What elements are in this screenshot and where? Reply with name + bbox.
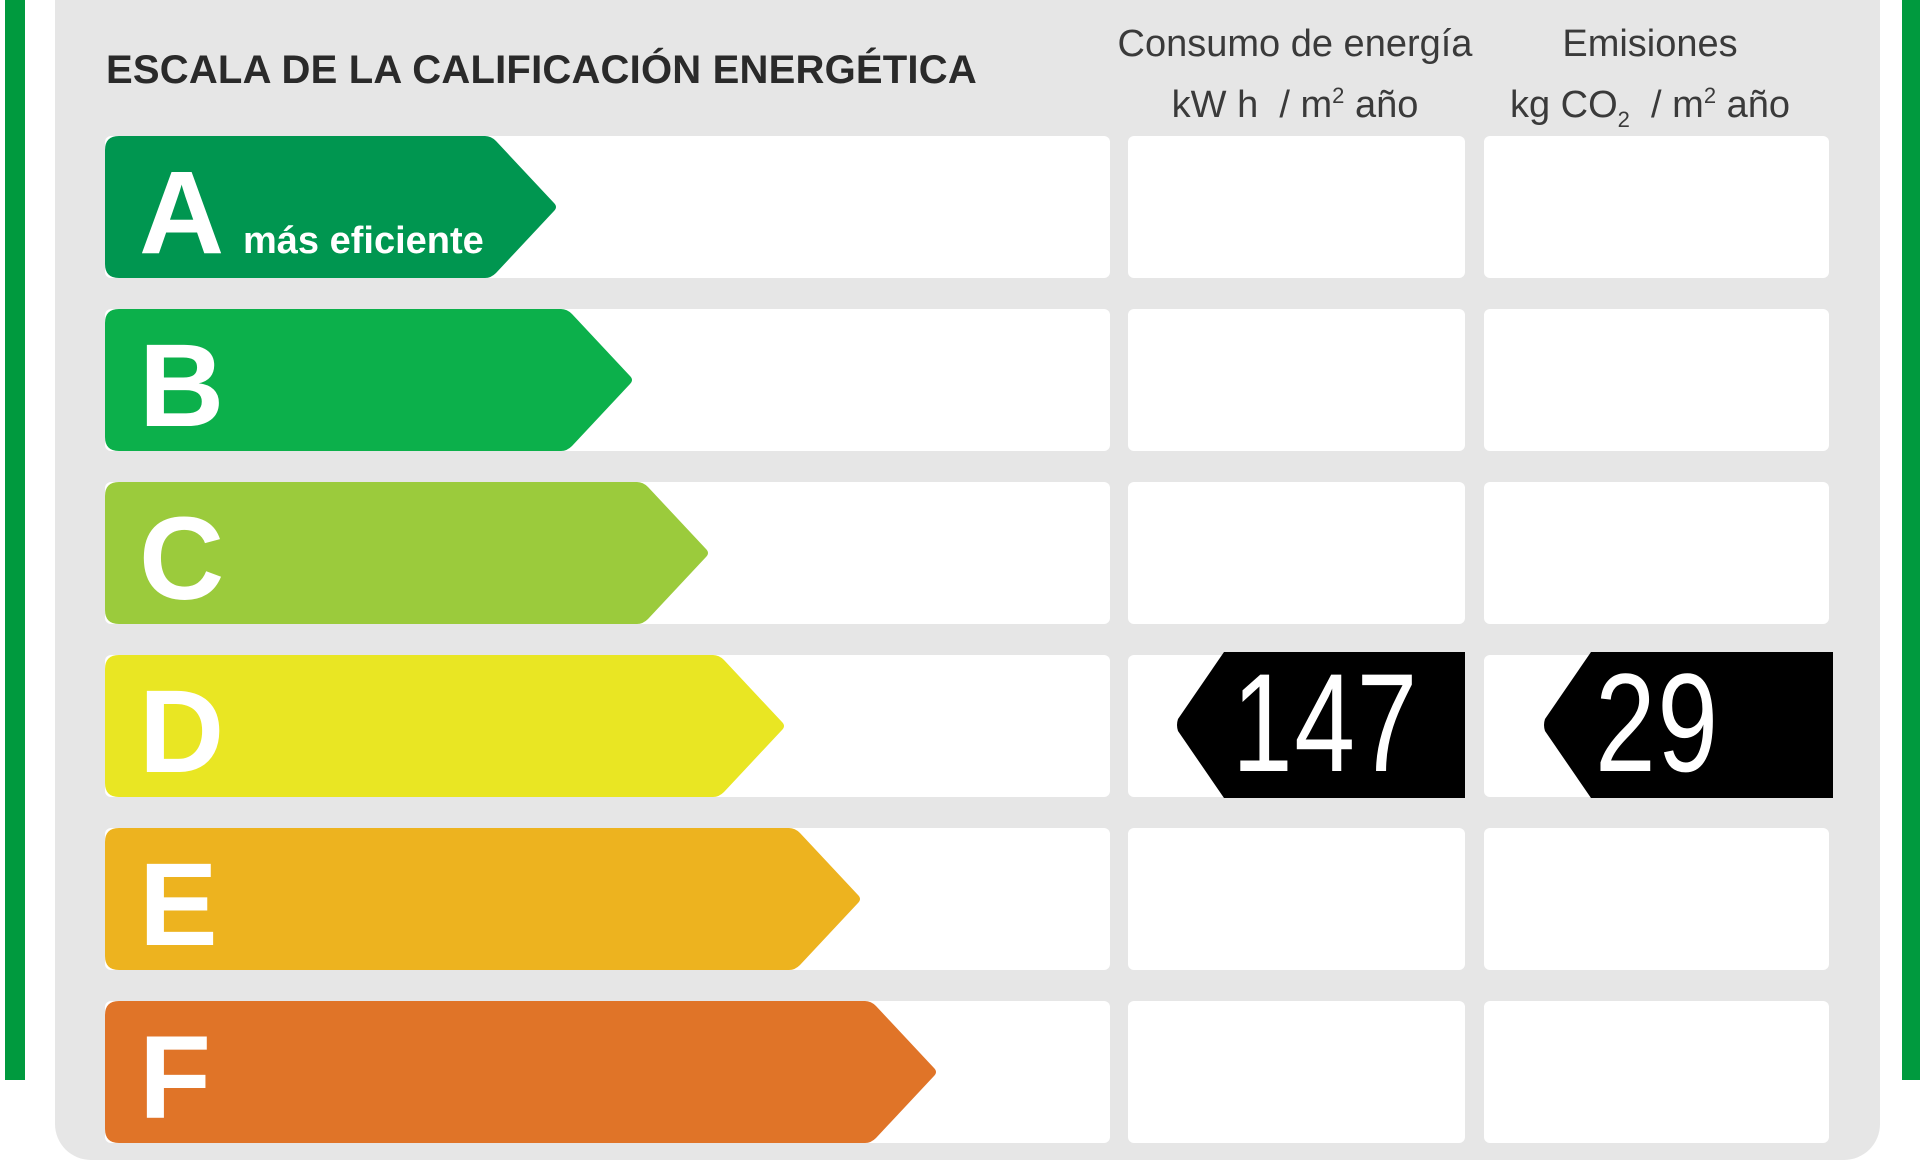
- emissions-value-tag-number: 29: [1595, 644, 1720, 801]
- row-a-energy-cell: [1128, 136, 1465, 278]
- rating-arrow-fill: [105, 1001, 936, 1143]
- right-border: [1902, 0, 1920, 1080]
- label-title: ESCALA DE LA CALIFICACIÓN ENERGÉTICA: [106, 48, 977, 92]
- row-b-emissions-cell: [1484, 309, 1829, 451]
- rating-arrow-b: B: [105, 309, 634, 451]
- emissions-value-tag: 29: [1543, 652, 1833, 798]
- rating-arrow-c: C: [105, 482, 710, 624]
- rating-arrow-fill: [105, 309, 632, 451]
- rating-letter: C: [139, 493, 225, 625]
- row-c-energy-cell: [1128, 482, 1465, 624]
- row-b-energy-cell: [1128, 309, 1465, 451]
- rating-arrow-shape: [105, 136, 556, 278]
- row-a-emissions-cell: [1484, 136, 1829, 278]
- rating-sublabel: más eficiente: [243, 220, 484, 262]
- rating-letter: A: [139, 147, 225, 279]
- energy-value-tag-number: 147: [1232, 644, 1419, 801]
- row-c-emissions-cell: [1484, 482, 1829, 624]
- rating-arrow-shape: [105, 1001, 936, 1143]
- emissions-header-unit: kg CO2 / m2 año: [1509, 83, 1791, 132]
- rating-arrow-fill: [105, 655, 784, 797]
- rating-arrow-e: E: [105, 828, 862, 970]
- row-f-energy-cell: [1128, 1001, 1465, 1143]
- rating-arrow-f: F: [105, 1001, 938, 1143]
- energy-header-line1: Consumo de energía: [1117, 23, 1473, 65]
- emissions-column-header: Emisiones kg CO2 / m2 año: [1480, 18, 1820, 146]
- rating-letter: E: [139, 839, 218, 971]
- row-e-energy-cell: [1128, 828, 1465, 970]
- rating-arrow-shape: [105, 482, 708, 624]
- energy-header-unit: kW h / m2 año: [1171, 83, 1419, 126]
- energy-value-tag-shape: [1177, 652, 1465, 798]
- emissions-value-tag-fill: [1544, 652, 1833, 798]
- rating-letter: D: [139, 666, 225, 798]
- energy-value-tag-fill: [1177, 652, 1465, 798]
- rating-arrow-d: D: [105, 655, 786, 797]
- row-e-emissions-cell: [1484, 828, 1829, 970]
- emissions-value-tag-shape: [1544, 652, 1833, 798]
- emissions-header-line1: Emisiones: [1562, 23, 1738, 65]
- rating-arrow-shape: [105, 655, 784, 797]
- rating-arrow-shape: [105, 828, 860, 970]
- rating-arrow-fill: [105, 482, 708, 624]
- row-f-emissions-cell: [1484, 1001, 1829, 1143]
- rating-arrow-shape: [105, 309, 632, 451]
- energy-column-header: Consumo de energía kW h / m2 año: [1110, 18, 1480, 131]
- energy-value-tag: 147: [1176, 652, 1465, 798]
- rating-arrow-fill: [105, 828, 860, 970]
- rating-letter: B: [139, 320, 225, 452]
- rating-arrow-fill: [105, 136, 556, 278]
- energy-label: ESCALA DE LA CALIFICACIÓN ENERGÉTICA Con…: [5, 0, 1920, 1160]
- left-border: [5, 0, 25, 1080]
- rating-letter: F: [139, 1012, 212, 1144]
